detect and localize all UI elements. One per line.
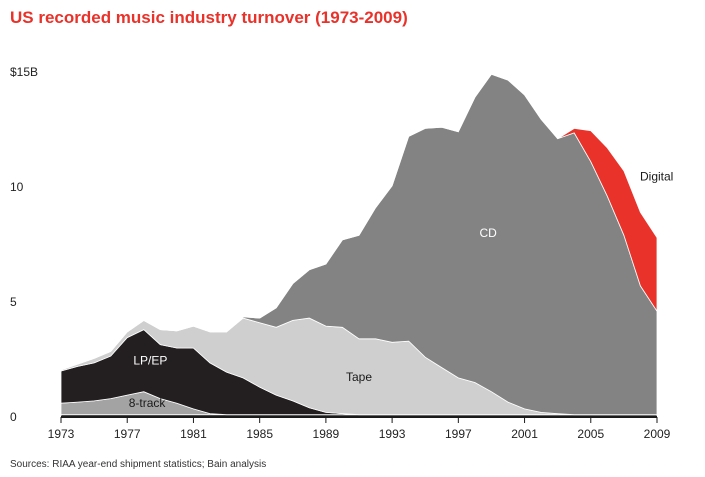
- x-tick-label: 1993: [379, 427, 406, 441]
- area-series-group: [60, 73, 658, 418]
- area-label-cd: CD: [479, 226, 497, 240]
- area-label-8-track: 8-track: [129, 396, 167, 410]
- x-tick-label: 2001: [511, 427, 538, 441]
- x-axis-ticks: 1973 1977 1981 1985 1989 1993 1997 2001 2005 2009: [48, 417, 671, 441]
- x-tick-label: 2005: [577, 427, 604, 441]
- area-labels: 8-track LP/EP Tape CD Digital: [129, 169, 674, 410]
- y-tick-label: 5: [10, 295, 17, 309]
- y-axis-ticks: 0 5 10 $15B: [10, 65, 38, 424]
- x-tick-label: 1997: [445, 427, 472, 441]
- x-tick-label: 1989: [313, 427, 340, 441]
- y-tick-label: 10: [10, 180, 24, 194]
- x-tick-label: 1981: [180, 427, 207, 441]
- x-tick-label: 1973: [48, 427, 75, 441]
- area-digital: [60, 73, 658, 371]
- area-label-tape: Tape: [346, 370, 372, 384]
- y-tick-label: 0: [10, 410, 17, 424]
- chart-title: US recorded music industry turnover (197…: [10, 8, 408, 27]
- area-label-digital: Digital: [640, 169, 673, 183]
- source-note: Sources: RIAA year-end shipment statisti…: [10, 459, 267, 470]
- y-tick-label: $15B: [10, 65, 38, 79]
- area-label-lp-ep: LP/EP: [133, 354, 167, 368]
- x-tick-label: 1977: [114, 427, 141, 441]
- x-tick-label: 2009: [644, 427, 671, 441]
- x-tick-label: 1985: [246, 427, 273, 441]
